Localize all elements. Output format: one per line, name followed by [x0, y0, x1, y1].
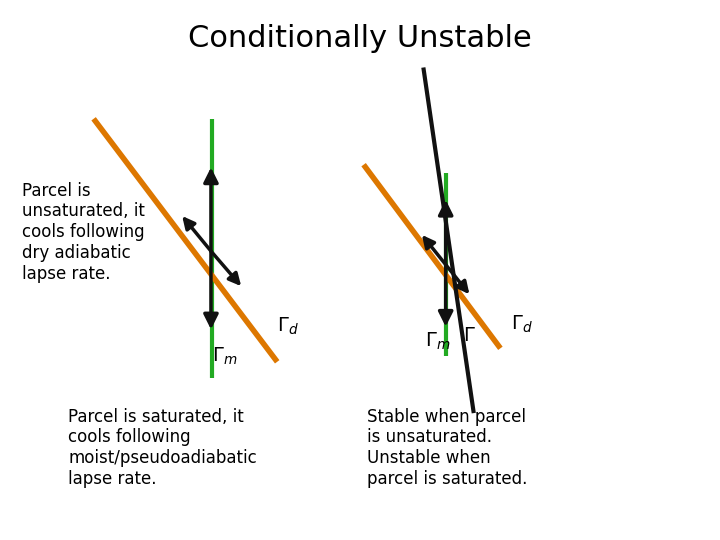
- Text: $\Gamma_m$: $\Gamma_m$: [212, 346, 238, 367]
- Text: $\Gamma$: $\Gamma$: [463, 326, 476, 346]
- Text: $\Gamma_d$: $\Gamma_d$: [511, 313, 533, 335]
- Text: Conditionally Unstable: Conditionally Unstable: [188, 24, 532, 53]
- Text: $\Gamma_d$: $\Gamma_d$: [277, 316, 299, 338]
- Text: Stable when parcel
is unsaturated.
Unstable when
parcel is saturated.: Stable when parcel is unsaturated. Unsta…: [367, 408, 528, 488]
- Text: Parcel is
unsaturated, it
cools following
dry adiabatic
lapse rate.: Parcel is unsaturated, it cools followin…: [22, 181, 145, 283]
- Text: Parcel is saturated, it
cools following
moist/pseudoadiabatic
lapse rate.: Parcel is saturated, it cools following …: [68, 408, 257, 488]
- Text: $\Gamma_m$: $\Gamma_m$: [425, 330, 450, 352]
